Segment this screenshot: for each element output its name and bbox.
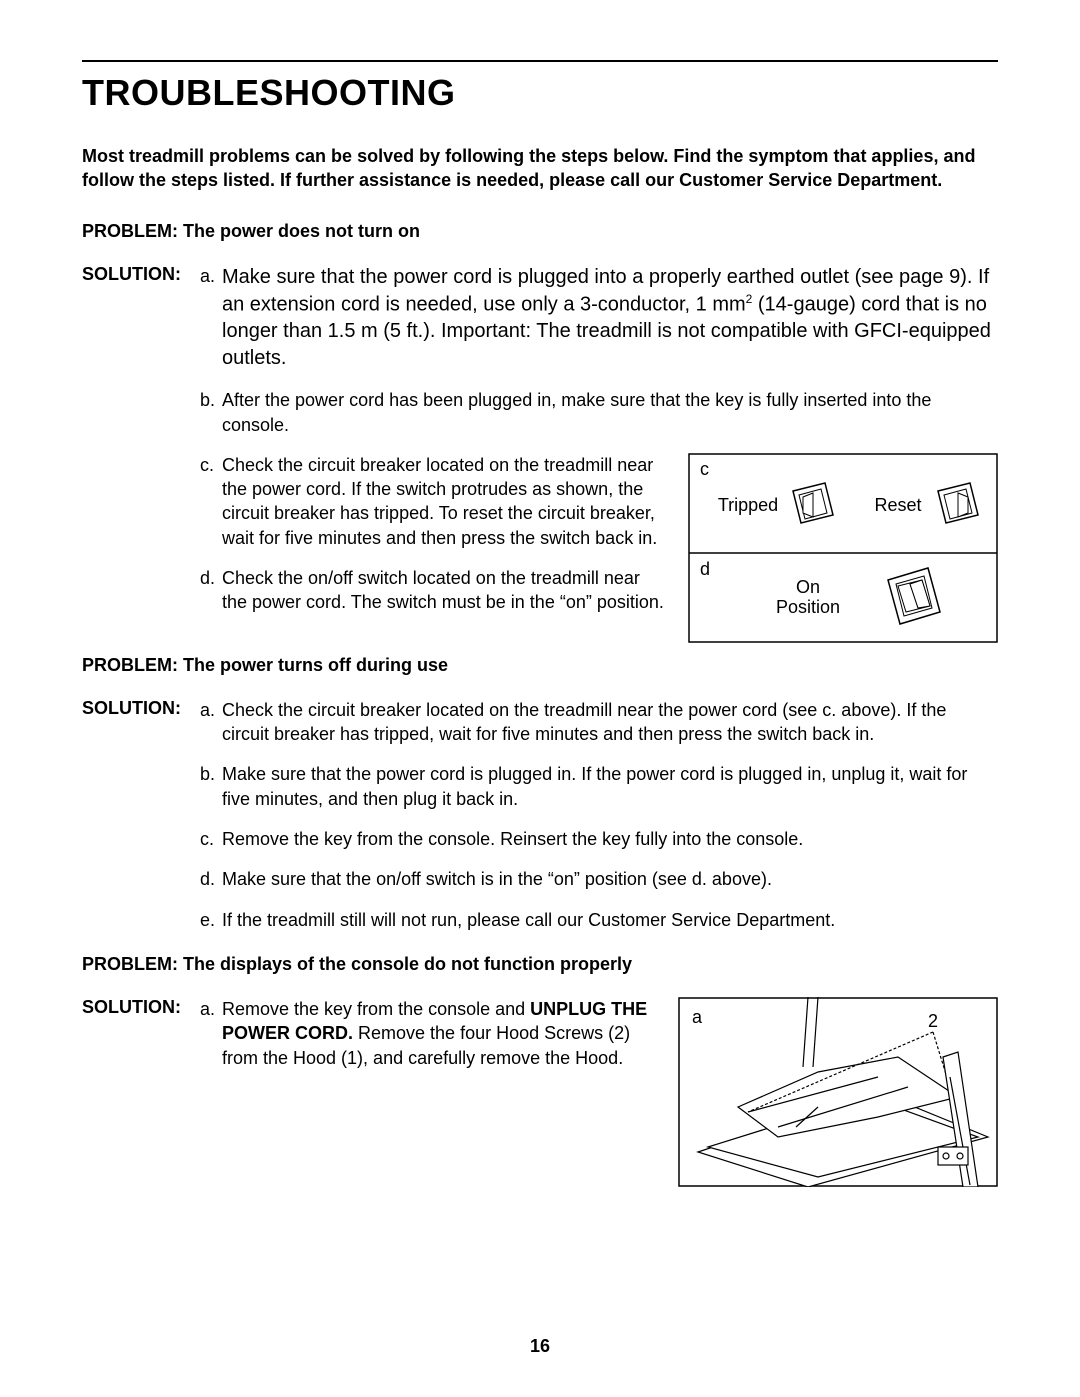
top-rule <box>82 60 998 62</box>
hood-diagram: a 2 1 <box>678 997 998 1187</box>
solution-2: SOLUTION: a. Check the circuit breaker l… <box>82 698 998 948</box>
problem-3-label: PROBLEM: The displays of the console do … <box>82 954 998 975</box>
solution-label: SOLUTION: <box>82 698 192 948</box>
item-3a-text: Remove the key from the console and UNPL… <box>222 997 658 1070</box>
solution-items: a. Make sure that the power cord is plug… <box>200 264 998 453</box>
item-2d: d. Make sure that the on/off switch is i… <box>200 867 998 891</box>
solution-items: a. Remove the key from the console and U… <box>200 997 658 1086</box>
svg-text:Reset: Reset <box>874 495 921 515</box>
svg-text:d: d <box>700 559 710 579</box>
sol3-text: SOLUTION: a. Remove the key from the con… <box>82 997 658 1187</box>
item-c: c. Check the circuit breaker located on … <box>200 453 668 550</box>
item-2a: a. Check the circuit breaker located on … <box>200 698 998 747</box>
page-number: 16 <box>0 1336 1080 1357</box>
switch-diagram: c Tripped Reset d On Position <box>688 453 998 643</box>
svg-text:a: a <box>692 1007 703 1027</box>
manual-page: TROUBLESHOOTING Most treadmill problems … <box>0 0 1080 1397</box>
item-2c: c. Remove the key from the console. Rein… <box>200 827 998 851</box>
item-d: d. Check the on/off switch located on th… <box>200 566 668 615</box>
item-b: b. After the power cord has been plugged… <box>200 388 998 437</box>
solution-1: SOLUTION: a. Make sure that the power co… <box>82 264 998 453</box>
problem-1-label: PROBLEM: The power does not turn on <box>82 221 998 242</box>
svg-text:c: c <box>700 459 709 479</box>
svg-text:2: 2 <box>928 1011 938 1031</box>
cd-text: c. Check the circuit breaker located on … <box>82 453 668 643</box>
svg-text:Position: Position <box>776 597 840 617</box>
cd-with-diagram: c. Check the circuit breaker located on … <box>82 453 998 643</box>
svg-text:Tripped: Tripped <box>718 495 778 515</box>
sol3-with-diagram: SOLUTION: a. Remove the key from the con… <box>82 997 998 1187</box>
intro-text: Most treadmill problems can be solved by… <box>82 144 998 193</box>
item-3a: a. Remove the key from the console and U… <box>200 997 658 1070</box>
item-2e: e. If the treadmill still will not run, … <box>200 908 998 932</box>
solution-3: SOLUTION: a. Remove the key from the con… <box>82 997 658 1086</box>
problem-2-label: PROBLEM: The power turns off during use <box>82 655 998 676</box>
item-a: a. Make sure that the power cord is plug… <box>200 264 998 373</box>
solution-label: SOLUTION: <box>82 997 192 1086</box>
page-title: TROUBLESHOOTING <box>82 72 998 114</box>
item-2b: b. Make sure that the power cord is plug… <box>200 762 998 811</box>
solution-label: SOLUTION: <box>82 264 192 453</box>
svg-text:On: On <box>796 577 820 597</box>
solution-items: a. Check the circuit breaker located on … <box>200 698 998 948</box>
item-a-text: Make sure that the power cord is plugged… <box>222 264 998 373</box>
